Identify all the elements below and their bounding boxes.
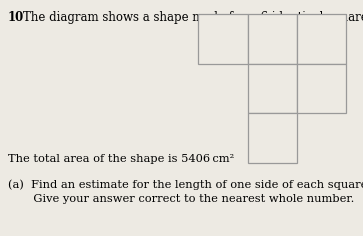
Text: The total area of the shape is 5406 cm²: The total area of the shape is 5406 cm²	[8, 154, 234, 164]
Bar	[248, 14, 297, 64]
Bar	[248, 113, 297, 163]
Bar	[198, 14, 248, 64]
Bar	[297, 64, 346, 113]
Text: The diagram shows a shape made from 6 identical squares.: The diagram shows a shape made from 6 id…	[23, 11, 363, 24]
Text: 10: 10	[8, 11, 24, 24]
Text: Give your answer correct to the nearest whole number.: Give your answer correct to the nearest …	[8, 194, 354, 204]
Bar	[297, 14, 346, 64]
Bar	[248, 64, 297, 113]
Text: (a)  Find an estimate for the length of one side of each square.: (a) Find an estimate for the length of o…	[8, 179, 363, 190]
